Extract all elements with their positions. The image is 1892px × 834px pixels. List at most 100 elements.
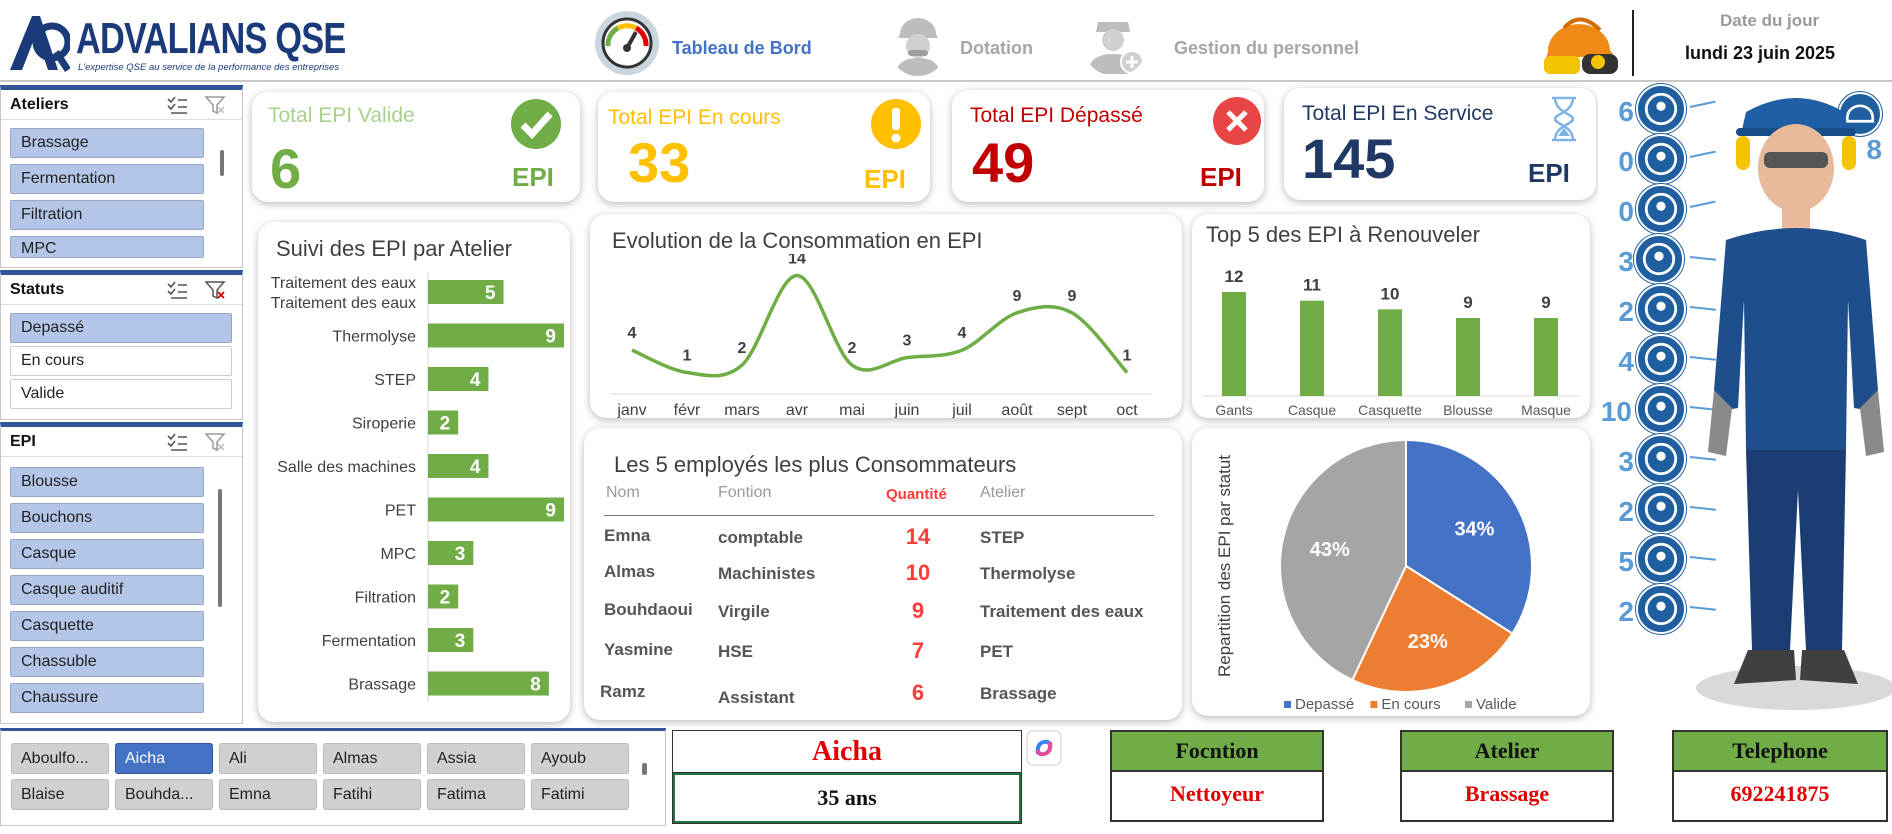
kpi-card-depasse: Total EPI Dépassé 49 EPI: [952, 90, 1264, 202]
slicer-title: Statuts: [10, 280, 65, 298]
info-value: Brassage: [1464, 781, 1550, 806]
x-tick-label: août: [1001, 402, 1033, 418]
chart-title: Evolution de la Consommation en EPI: [612, 228, 983, 253]
face-shield-icon: [1636, 334, 1686, 384]
header-divider: [1632, 10, 1634, 76]
slicer-item-bouchons[interactable]: Bouchons: [10, 503, 204, 533]
clear-filter-icon[interactable]: [204, 95, 226, 115]
slicer-item-brassage[interactable]: Brassage: [10, 128, 204, 158]
employee-name: Aicha: [673, 731, 1021, 773]
category-label: Traitement des eaux: [271, 275, 416, 292]
x-tick-label: Casquette: [1358, 402, 1422, 418]
kpi-unit: EPI: [864, 164, 906, 194]
slicer-item-casquette[interactable]: Casquette: [10, 611, 204, 641]
bar-value-label: 3: [455, 544, 466, 565]
x-tick-label: juil: [951, 402, 972, 418]
slicer-item-depasse[interactable]: Depassé: [10, 313, 232, 343]
gauge-icon[interactable]: [594, 10, 660, 76]
vest-icon: [1636, 434, 1686, 484]
cell-atelier: Traitement des eaux: [980, 602, 1144, 621]
bar: [428, 280, 504, 304]
header: ADVALIANS QSE L'expertise QSE au service…: [0, 0, 1892, 82]
cell-quantite: 10: [905, 560, 931, 585]
copilot-icon[interactable]: [1026, 730, 1062, 766]
worker-icon[interactable]: [888, 12, 948, 76]
data-label: 4: [628, 325, 637, 342]
bar-value-label: 4: [470, 457, 481, 478]
slicer-scrollbar[interactable]: [220, 150, 224, 176]
x-tick-label: Blousse: [1443, 402, 1493, 418]
kpi-unit: EPI: [1200, 162, 1242, 192]
bar: [428, 497, 564, 522]
face-protection-icon: [1634, 234, 1684, 284]
data-label: 2: [848, 340, 857, 357]
category-label: Fermentation: [322, 633, 416, 650]
employee-name-button[interactable]: Assia: [427, 743, 525, 774]
cell-fonction: Machinistes: [718, 564, 816, 583]
employee-name-button[interactable]: Fatimi: [531, 779, 629, 810]
employee-name-button[interactable]: Emna: [219, 779, 317, 810]
goggles-icon: [1636, 134, 1686, 184]
clear-filter-icon[interactable]: [204, 280, 226, 300]
employee-name-button[interactable]: Ayoub: [531, 743, 629, 774]
info-label: Atelier: [1402, 732, 1612, 772]
bar-value-label: 2: [440, 588, 451, 609]
pie-axis-label: Repartition des EPI par statut: [1215, 455, 1234, 677]
multi-select-icon[interactable]: [166, 280, 188, 300]
cell-fonction: Virgile: [718, 602, 770, 621]
data-label: 14: [788, 254, 806, 267]
slicer-item-mpc[interactable]: MPC: [10, 236, 204, 258]
nav-tableau-de-bord[interactable]: Tableau de Bord: [672, 38, 812, 58]
slicer-item-chassuble[interactable]: Chassuble: [10, 647, 204, 677]
bar: [428, 584, 459, 609]
slicer-item-chaussure[interactable]: Chaussure: [10, 683, 204, 713]
add-person-icon[interactable]: [1082, 10, 1148, 76]
x-tick-label: mars: [724, 402, 760, 418]
multi-select-icon[interactable]: [166, 95, 188, 115]
slicer-scrollbar[interactable]: [218, 489, 222, 607]
cell-quantite: 7: [911, 638, 925, 663]
slicer-item-fermentation[interactable]: Fermentation: [10, 164, 204, 194]
cell-atelier: STEP: [980, 528, 1025, 547]
bar-value-label: 3: [455, 631, 466, 652]
bar: [428, 628, 474, 652]
employee-name-button[interactable]: Fatihi: [323, 779, 421, 810]
ppe-count: 2: [1618, 496, 1634, 527]
legend-swatch: [1284, 701, 1291, 708]
slicer-item-blousse[interactable]: Blousse: [10, 467, 204, 497]
slicer-item-en-cours[interactable]: En cours: [10, 346, 232, 376]
employee-name-button[interactable]: Aicha: [115, 743, 213, 774]
employee-name-button[interactable]: Ali: [219, 743, 317, 774]
nav-gestion-du-personnel[interactable]: Gestion du personnel: [1174, 38, 1360, 58]
slicer-item-casque-auditif[interactable]: Casque auditif: [10, 575, 204, 605]
bar-value-label: 5: [485, 283, 496, 304]
date-value: lundi 23 juin 2025: [1685, 43, 1836, 63]
info-label: Focntion: [1112, 732, 1322, 772]
info-fonction: Focntion Nettoyeur: [1110, 730, 1324, 822]
info-atelier: Atelier Brassage: [1400, 730, 1614, 822]
info-value: 692241875: [1730, 781, 1830, 806]
slicer-item-casque[interactable]: Casque: [10, 539, 204, 569]
ppe-panel: 6 0 0 3 2 4 10 3 2 5 2 8: [1598, 84, 1892, 720]
check-icon: [511, 99, 561, 149]
multi-select-icon[interactable]: [166, 432, 188, 452]
employee-name-button[interactable]: Almas: [323, 743, 421, 774]
employee-name-button[interactable]: Fatima: [427, 779, 525, 810]
kpi-title: Total EPI En cours: [608, 106, 781, 129]
nav-dotation[interactable]: Dotation: [960, 38, 1033, 58]
slicer-item-filtration[interactable]: Filtration: [10, 200, 204, 230]
pie-slice: [1351, 564, 1514, 693]
category-label: Siroperie: [352, 416, 416, 433]
employee-name-button[interactable]: Aboulfo...: [11, 743, 109, 774]
top5-bar-chart: 12 Gants 11 Casque 10 Casquette 9 Blousse 9 Masqu…: [1202, 267, 1580, 418]
advalians-logo-icon: [10, 16, 70, 72]
cell-fonction: comptable: [718, 528, 804, 547]
slicer-item-valide[interactable]: Valide: [10, 379, 232, 409]
employee-name-button[interactable]: Blaise: [11, 779, 109, 810]
bar: [1222, 292, 1246, 396]
employee-name-button[interactable]: Bouhda...: [115, 779, 213, 810]
employee-slicer-scrollbar[interactable]: [642, 763, 647, 775]
clear-filter-icon[interactable]: [204, 432, 226, 452]
ppe-count: 8: [1866, 134, 1882, 165]
ear-protection-icon: [1636, 184, 1686, 234]
